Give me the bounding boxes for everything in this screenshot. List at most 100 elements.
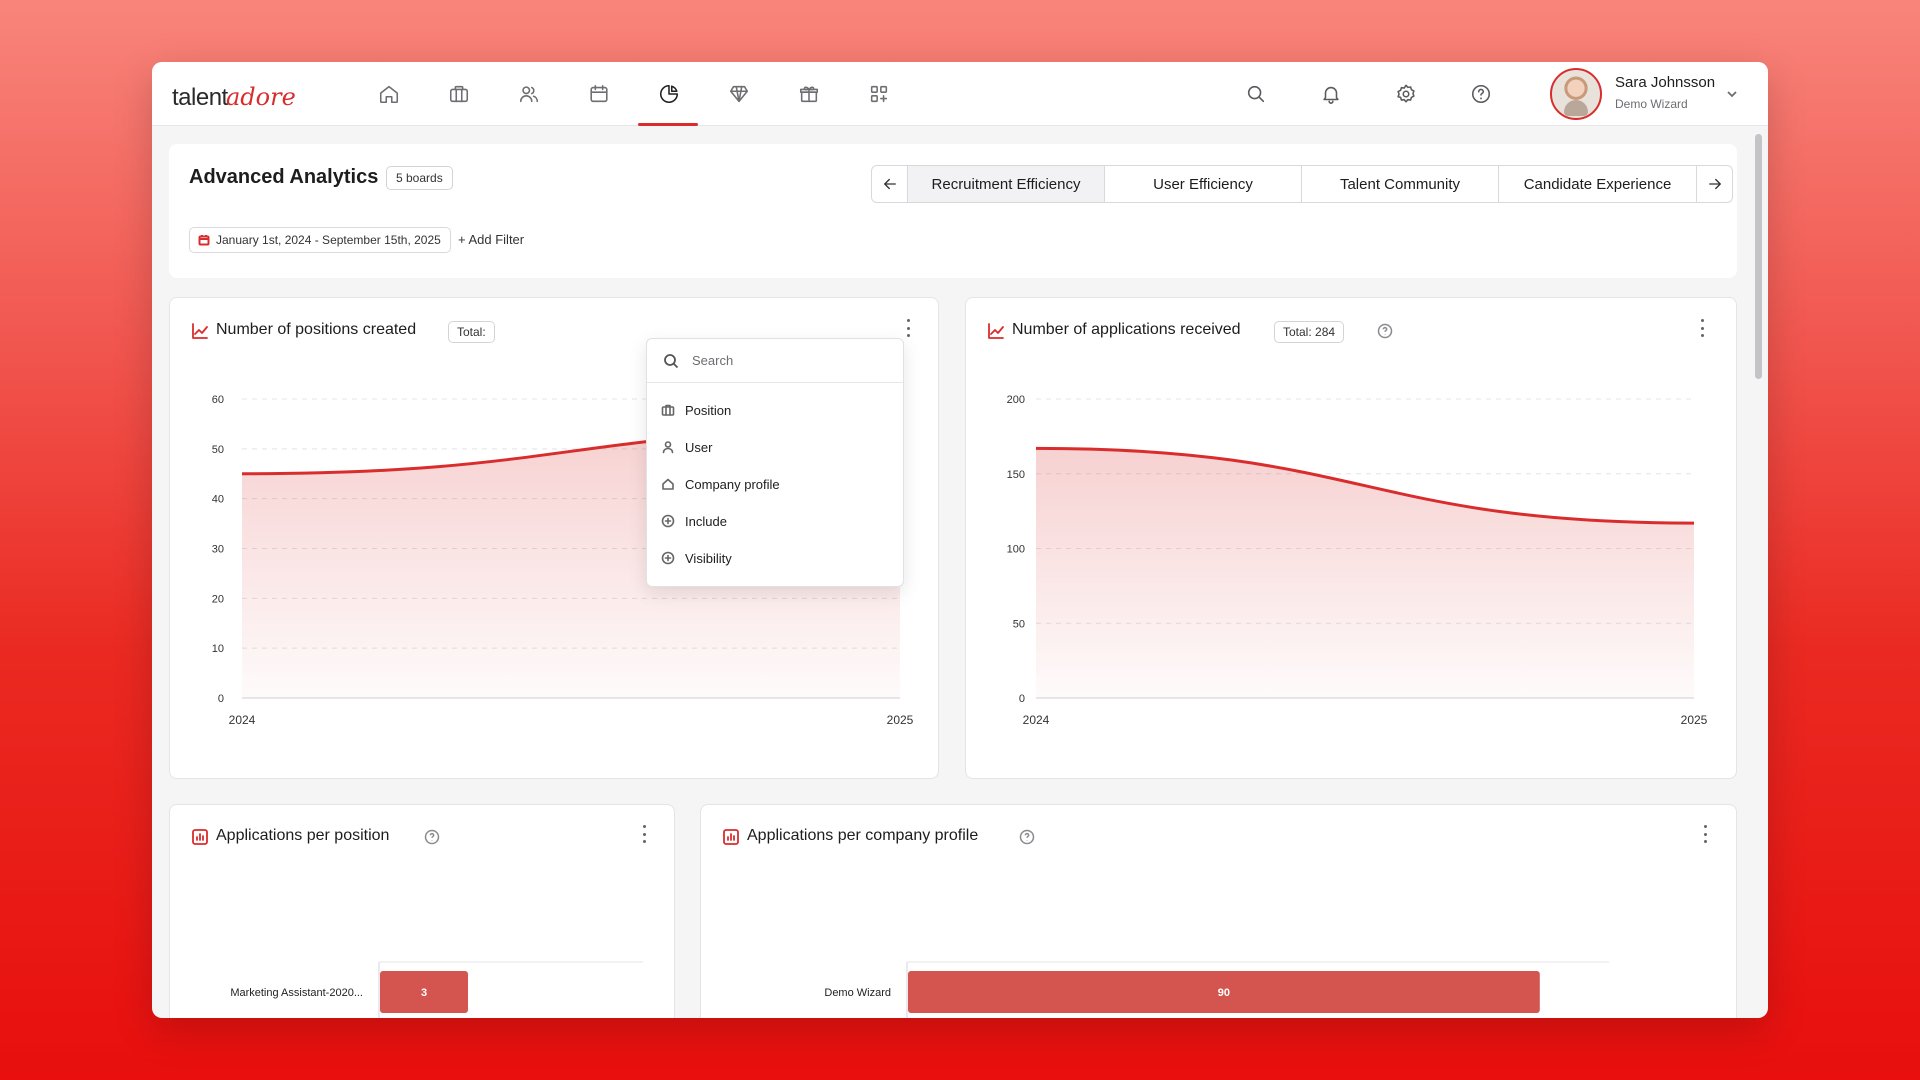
avatar[interactable] — [1550, 68, 1602, 120]
home-icon[interactable] — [373, 78, 405, 110]
option-label: Position — [685, 402, 732, 418]
per-company-bar-chart: Demo Wizard90Demo Company (Finland, ...1 — [824, 961, 1609, 1018]
logo-text: talent — [172, 84, 228, 111]
date-range-text: January 1st, 2024 - September 15th, 2025 — [216, 233, 441, 247]
gear-icon[interactable] — [1391, 79, 1421, 109]
x-tick-label: 2025 — [887, 713, 914, 727]
plus-circle-icon — [661, 551, 675, 565]
page-title: Advanced Analytics — [189, 166, 379, 188]
option-label: Visibility — [685, 550, 732, 566]
help-icon[interactable] — [1019, 829, 1035, 845]
bar — [380, 971, 468, 1013]
tab-user-efficiency[interactable]: User Efficiency — [1105, 166, 1302, 202]
y-tick-label: 50 — [212, 444, 224, 456]
arrow-left-icon[interactable] — [872, 166, 908, 202]
tab-recruitment-efficiency[interactable]: Recruitment Efficiency — [908, 166, 1105, 202]
applications-per-company-card: Applications per company profile Demo Wi… — [700, 804, 1737, 1018]
tab-candidate-experience[interactable]: Candidate Experience — [1523, 175, 1672, 193]
more-options-icon[interactable] — [1702, 825, 1708, 843]
card-title: Number of positions created — [216, 321, 417, 338]
briefcase-icon[interactable] — [443, 78, 475, 110]
more-options-icon[interactable] — [641, 825, 647, 843]
user-icon — [662, 441, 674, 454]
x-tick-label: 2024 — [229, 713, 256, 727]
line-chart-icon — [191, 322, 209, 340]
x-tick-label: 2025 — [1681, 713, 1708, 727]
card-title: Applications per position — [216, 827, 390, 844]
calendar-icon — [198, 235, 210, 246]
applications-received-card: Number of applications received Total: 2… — [965, 297, 1737, 779]
card-title: Number of applications received — [1012, 321, 1241, 338]
home-icon — [662, 478, 674, 490]
series-area — [1036, 448, 1694, 698]
app-window: talent adore — [152, 62, 1768, 1018]
y-tick-label: 50 — [1013, 618, 1025, 630]
category-label: Demo Wizard — [824, 987, 891, 999]
plus-circle-icon — [661, 514, 675, 528]
active-nav-indicator — [638, 123, 698, 126]
x-tick-label: 2024 — [1023, 713, 1050, 727]
tab-talent-community[interactable]: Talent Community — [1302, 166, 1499, 202]
applications-area-chart: 0 50 100 150 200 2024 2025 — [1007, 394, 1708, 727]
y-tick-label: 150 — [1007, 469, 1025, 481]
filter-option-position[interactable]: Position — [661, 400, 731, 420]
search-placeholder: Search — [692, 353, 734, 368]
filter-option-include[interactable]: Include — [661, 511, 727, 531]
y-tick-label: 30 — [212, 544, 224, 556]
date-range-filter[interactable]: January 1st, 2024 - September 15th, 2025 — [189, 227, 451, 253]
arrow-right-icon[interactable] — [1696, 166, 1732, 202]
search-icon[interactable] — [1241, 79, 1271, 109]
more-options-icon[interactable] — [905, 319, 911, 337]
option-label: User — [685, 439, 713, 455]
filter-search-input[interactable]: Search — [647, 339, 903, 383]
y-tick-label: 40 — [212, 494, 224, 506]
calendar-icon[interactable] — [583, 78, 615, 110]
top-navigation-bar: talent adore — [152, 62, 1768, 126]
help-icon[interactable] — [1377, 323, 1393, 339]
line-chart-icon — [987, 322, 1005, 340]
apps-icon[interactable] — [863, 78, 895, 110]
help-icon[interactable] — [424, 829, 440, 845]
user-name[interactable]: Sara Johnsson — [1615, 74, 1716, 91]
users-icon[interactable] — [513, 78, 545, 110]
board-tabs: Recruitment Efficiency User Efficiency T… — [871, 165, 1733, 203]
briefcase-icon — [661, 404, 675, 416]
diamond-icon[interactable] — [723, 78, 755, 110]
option-label: Company profile — [685, 476, 780, 492]
y-tick-label: 10 — [212, 643, 224, 655]
total-badge: Total: — [448, 321, 495, 343]
analytics-header: Advanced Analytics 5 boards Recruitment … — [169, 144, 1737, 278]
y-tick-label: 0 — [1019, 693, 1025, 705]
applications-per-position-card: Applications per position Marketing Assi… — [169, 804, 675, 1018]
gift-icon[interactable] — [793, 78, 825, 110]
bar-value-label: 3 — [421, 987, 427, 999]
logo-accent-text: adore — [226, 83, 296, 111]
user-role: Demo Wizard — [1615, 97, 1688, 111]
add-filter-button[interactable]: + Add Filter — [458, 232, 525, 247]
y-tick-label: 200 — [1007, 394, 1025, 406]
filter-option-company-profile[interactable]: Company profile — [661, 474, 780, 494]
analytics-icon[interactable] — [653, 78, 685, 110]
category-label: Marketing Assistant-2020... — [230, 987, 363, 999]
filter-option-visibility[interactable]: Visibility — [661, 548, 732, 568]
filter-option-user[interactable]: User — [661, 437, 712, 457]
bar-chart-icon — [722, 828, 740, 846]
card-title: Applications per company profile — [747, 827, 979, 844]
bar-chart-icon — [191, 828, 209, 846]
series-line — [1035, 446, 1695, 525]
total-badge: Total: 284 — [1274, 321, 1345, 343]
more-options-icon[interactable] — [1699, 319, 1705, 337]
scrollbar-thumb[interactable] — [1755, 134, 1762, 379]
vertical-scrollbar[interactable] — [1755, 128, 1762, 1016]
boards-count-badge[interactable]: 5 boards — [386, 166, 453, 190]
bell-icon[interactable] — [1316, 79, 1346, 109]
y-tick-label: 0 — [218, 693, 224, 705]
bar — [908, 971, 1540, 1013]
help-icon[interactable] — [1466, 79, 1496, 109]
bar-value-label: 90 — [1218, 987, 1230, 999]
add-filter-dropdown: Search Position User Company profile Inc… — [646, 338, 904, 587]
per-position-bar-chart: Marketing Assistant-2020...3Operations C… — [230, 961, 643, 1018]
chevron-down-icon[interactable] — [1724, 86, 1740, 102]
search-icon — [664, 354, 679, 369]
y-tick-label: 100 — [1007, 544, 1025, 556]
